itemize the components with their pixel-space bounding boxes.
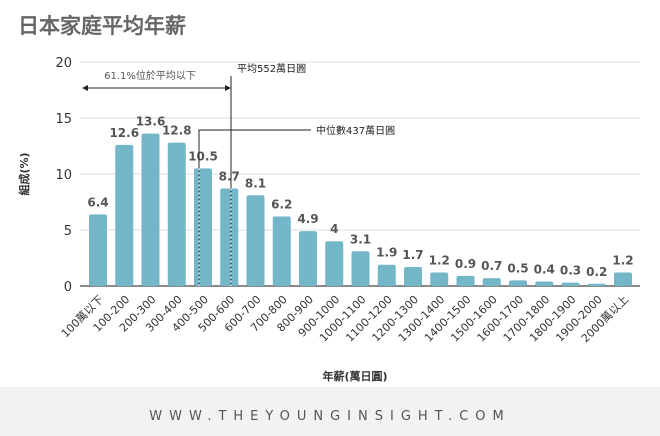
arrow-head-right	[225, 85, 231, 91]
median-label: 中位數437萬日圓	[316, 124, 395, 137]
y-tick-label: 15	[55, 112, 72, 127]
bar	[325, 241, 344, 286]
bar	[351, 251, 370, 286]
bar-chart: 051015206.4100萬以下12.6100-20013.6200-3001…	[17, 56, 640, 383]
data-label: 0.7	[481, 259, 502, 273]
data-label: 1.7	[402, 248, 423, 262]
data-label: 6.2	[271, 198, 292, 212]
x-axis-label: 年薪(萬日圓)	[322, 369, 387, 383]
data-label: 6.4	[87, 195, 108, 209]
y-axis-label: 組成(%)	[17, 152, 31, 195]
data-label: 3.1	[350, 232, 371, 246]
bar	[220, 188, 239, 286]
data-label: 0.3	[560, 264, 581, 278]
y-tick-label: 0	[64, 280, 72, 295]
data-label: 1.9	[376, 246, 397, 260]
data-label: 13.6	[136, 115, 166, 129]
data-label: 0.5	[507, 261, 528, 275]
data-label: 4	[330, 222, 338, 236]
data-label: 12.8	[162, 124, 192, 138]
below-mean-label: 61.1%位於平均以下	[104, 69, 196, 82]
bar	[272, 216, 291, 286]
bar	[561, 282, 580, 286]
bar	[89, 214, 107, 286]
bar	[404, 266, 422, 286]
bar	[246, 195, 265, 286]
data-label: 10.5	[188, 149, 218, 163]
bar	[535, 281, 554, 286]
bar	[482, 278, 501, 286]
bar	[167, 142, 186, 286]
bar	[194, 168, 212, 286]
data-label: 12.6	[109, 126, 139, 140]
y-tick-label: 5	[64, 224, 72, 239]
data-label: 0.2	[586, 265, 607, 279]
bar	[377, 264, 396, 286]
mean-label: 平均552萬日圓	[237, 62, 306, 75]
data-label: 4.9	[297, 212, 318, 226]
footer-url: WWW.THEYOUNGINSIGHT.COM	[149, 409, 511, 424]
y-tick-label: 20	[55, 56, 72, 71]
y-tick-label: 10	[55, 168, 72, 183]
data-label: 0.9	[455, 257, 476, 271]
data-label: 8.7	[219, 170, 240, 184]
arrow-head-left	[82, 85, 88, 91]
data-label: 0.4	[534, 263, 555, 277]
data-label: 1.2	[612, 254, 633, 268]
data-label: 1.2	[429, 254, 450, 268]
bar	[509, 280, 527, 286]
data-label: 8.1	[245, 176, 266, 190]
bar	[614, 272, 632, 286]
bar	[115, 144, 134, 286]
bar	[456, 275, 475, 286]
bar	[141, 133, 160, 286]
bar	[430, 272, 449, 286]
bar	[299, 231, 317, 286]
chart-title: 日本家庭平均年薪	[18, 14, 186, 38]
footer: WWW.THEYOUNGINSIGHT.COM	[0, 387, 660, 436]
bar	[587, 283, 606, 286]
